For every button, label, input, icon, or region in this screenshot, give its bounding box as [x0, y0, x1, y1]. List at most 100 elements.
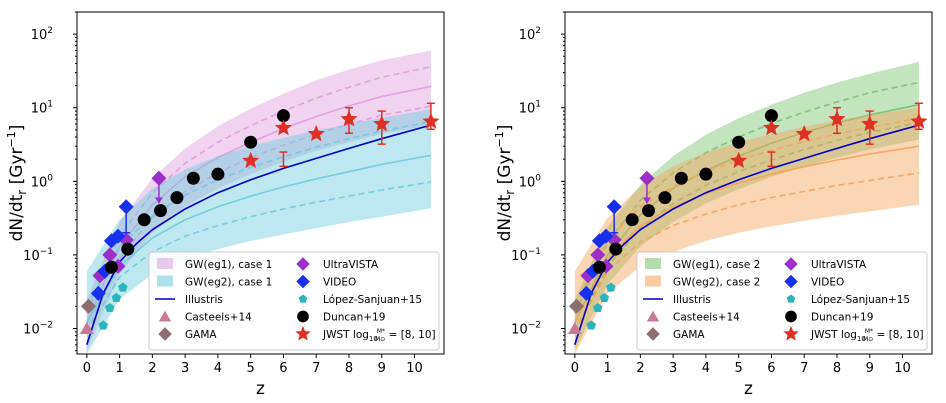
legend-label: GW(eg1), case 2 [673, 259, 760, 271]
band-2 [86, 109, 432, 354]
duncan-19-point-8 [732, 135, 746, 149]
legend-label: GW(eg2), case 1 [185, 277, 272, 289]
legend-item: GW(eg1), case 2 [645, 258, 760, 271]
y-tick-label: 10−2 [23, 320, 53, 337]
l-pez-sanjuan-15-point-2 [105, 303, 115, 312]
duncan-19-point-2 [121, 242, 135, 256]
band-outer [574, 61, 919, 351]
series-jwst [730, 102, 928, 169]
legend-item: Duncan+19 [297, 310, 385, 324]
x-tick-label: 6 [767, 361, 775, 376]
y-tick-label: 101 [519, 100, 541, 117]
legend: GW(eg1), case 2 GW(eg2), case 2 Illustris C… [636, 251, 928, 351]
duncan-19-point-9 [764, 109, 778, 123]
duncan-19-point-5 [170, 191, 184, 205]
legend-label: Casteels+14 [673, 312, 740, 324]
legend-item: Illustris [155, 294, 223, 306]
plot-frame [76, 11, 445, 355]
x-tick-label: 1 [115, 361, 123, 376]
legend-label: Illustris [185, 294, 223, 306]
series-l-pez-sanjuan-15 [98, 282, 128, 330]
band-bound-line [574, 121, 920, 333]
legend-swatch [157, 258, 173, 269]
video-point-5 [118, 199, 134, 215]
x-tick-label: 9 [866, 361, 874, 376]
band-bound-line [86, 66, 432, 314]
series-l-pez-sanjuan-15 [586, 282, 616, 330]
legend-marker [296, 274, 310, 289]
series-gama [81, 298, 96, 314]
legend-label: VIDEO [811, 277, 844, 289]
jwst-point-6 [910, 112, 928, 129]
band-outer [574, 107, 919, 354]
upper-limit-arrowhead [642, 197, 651, 204]
series-gama [569, 298, 584, 314]
band-median-line [574, 145, 920, 324]
y-axis-label: dN/dtr [Gyr−1] [493, 125, 517, 242]
legend-label: Illustris [673, 294, 711, 306]
legend-item: UltraVISTA [296, 257, 379, 271]
legend-label: Casteels+14 [185, 312, 252, 324]
legend-item: GAMA [158, 327, 217, 341]
l-pez-sanjuan-15-point-3 [599, 292, 610, 302]
legend-label: JWST log10M* M⊙ = [8, 10] [810, 328, 924, 343]
legend-item: López-Sanjuan+15 [786, 294, 910, 306]
legend-marker [296, 257, 310, 271]
x-tick-label: 9 [378, 361, 386, 376]
legend-label: GAMA [185, 329, 217, 341]
legend-marker [646, 327, 660, 341]
legend-label: VIDEO [323, 277, 356, 289]
legend-item: GAMA [646, 327, 705, 341]
x-tick-label: 0 [83, 361, 91, 376]
l-pez-sanjuan-15-point-4 [606, 282, 616, 292]
upper-limit-arrowhead [154, 197, 163, 204]
legend-item: López-Sanjuan+15 [298, 294, 422, 306]
legend-item: Casteels+14 [158, 310, 252, 324]
x-tick-label: 3 [181, 361, 189, 376]
x-tick-label: 4 [214, 361, 222, 376]
y-tick-label: 102 [31, 26, 53, 43]
l-pez-sanjuan-15-point-2 [593, 303, 603, 312]
legend-label: Duncan+19 [811, 312, 873, 324]
y-tick-label: 10−1 [511, 247, 541, 264]
legend-marker [646, 310, 660, 322]
x-tick-label: 6 [279, 361, 287, 376]
jwst-point-3 [307, 125, 325, 142]
plot-frame [564, 11, 933, 355]
ultravista-point-2 [590, 247, 606, 263]
y-tick-label: 100 [519, 173, 542, 190]
jwst-point-2 [274, 119, 292, 136]
legend-marker [298, 294, 308, 303]
legend-frame [148, 251, 440, 351]
x-tick-label: 10 [894, 361, 911, 376]
chart-panel-right: 0 1 2 3 4 5 6 7 8 9 10 10−2 10−1 100 101 102 z dN/dtr [Gy… [493, 11, 933, 399]
series-casteels-14 [567, 322, 582, 334]
legend-item: UltraVISTA [784, 257, 867, 271]
jwst-point-5 [861, 115, 879, 132]
y-tick-label: 10−2 [511, 320, 541, 337]
legend-marker [784, 257, 798, 271]
legend-item: Illustris [643, 294, 711, 306]
jwst-point-3 [795, 125, 813, 142]
jwst-point-1 [730, 151, 748, 169]
casteels-14-point-1 [79, 322, 94, 334]
jwst-point-6 [422, 112, 440, 129]
jwst-point-2 [762, 119, 780, 136]
y-tick-label: 101 [31, 100, 53, 117]
legend-label: GAMA [673, 329, 705, 341]
y-tick-label: 10−1 [23, 247, 53, 264]
band-bound-line [86, 120, 432, 307]
legend-label: Duncan+19 [323, 312, 385, 324]
legend-item: GW(eg2), case 1 [157, 275, 272, 289]
x-tick-label: 0 [571, 361, 579, 376]
y-axis-label: dN/dtr [Gyr−1] [5, 125, 29, 242]
band-bound-line [86, 181, 432, 333]
legend-label: GW(eg2), case 2 [673, 277, 760, 289]
legend-marker [295, 325, 311, 341]
video-point-4 [598, 228, 614, 244]
duncan-19-point-1 [592, 260, 606, 274]
band-median-line [86, 154, 432, 324]
duncan-19-point-5 [658, 191, 672, 205]
duncan-19-point-6 [674, 171, 688, 185]
x-tick-label: 7 [800, 361, 808, 376]
